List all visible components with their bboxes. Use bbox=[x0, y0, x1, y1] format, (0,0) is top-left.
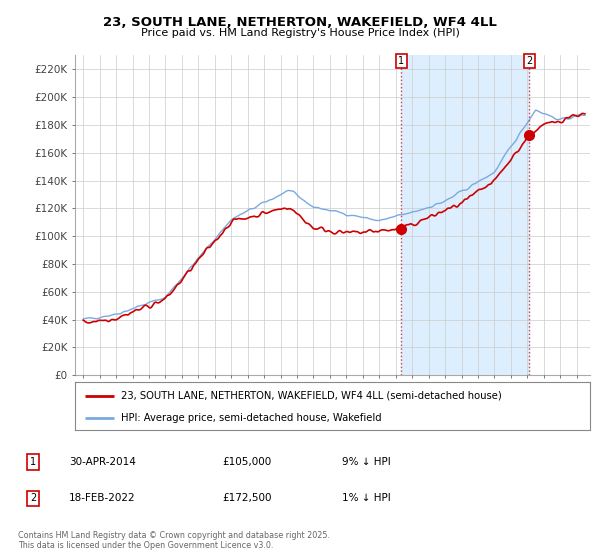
Text: £172,500: £172,500 bbox=[222, 493, 271, 503]
Text: 1% ↓ HPI: 1% ↓ HPI bbox=[342, 493, 391, 503]
Text: 2: 2 bbox=[30, 493, 36, 503]
Text: £105,000: £105,000 bbox=[222, 457, 271, 467]
Text: 30-APR-2014: 30-APR-2014 bbox=[69, 457, 136, 467]
Text: Contains HM Land Registry data © Crown copyright and database right 2025.
This d: Contains HM Land Registry data © Crown c… bbox=[18, 530, 330, 550]
Text: HPI: Average price, semi-detached house, Wakefield: HPI: Average price, semi-detached house,… bbox=[121, 413, 382, 423]
Text: 1: 1 bbox=[398, 56, 404, 66]
Text: 18-FEB-2022: 18-FEB-2022 bbox=[69, 493, 136, 503]
Text: 9% ↓ HPI: 9% ↓ HPI bbox=[342, 457, 391, 467]
Text: Price paid vs. HM Land Registry's House Price Index (HPI): Price paid vs. HM Land Registry's House … bbox=[140, 28, 460, 38]
Text: 1: 1 bbox=[30, 457, 36, 467]
Text: 2: 2 bbox=[526, 56, 532, 66]
Text: 23, SOUTH LANE, NETHERTON, WAKEFIELD, WF4 4LL (semi-detached house): 23, SOUTH LANE, NETHERTON, WAKEFIELD, WF… bbox=[121, 391, 502, 401]
Bar bbox=[401, 55, 529, 375]
Text: 23, SOUTH LANE, NETHERTON, WAKEFIELD, WF4 4LL: 23, SOUTH LANE, NETHERTON, WAKEFIELD, WF… bbox=[103, 16, 497, 29]
